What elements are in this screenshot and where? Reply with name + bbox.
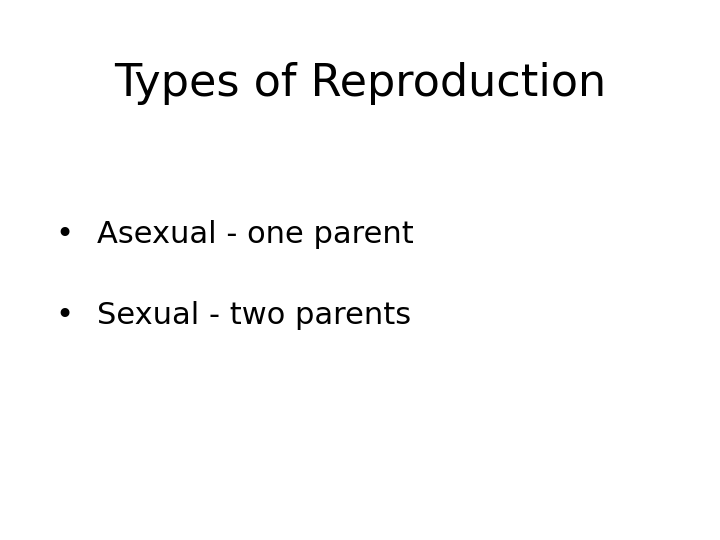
Text: •: • (55, 220, 74, 249)
Text: Sexual - two parents: Sexual - two parents (97, 301, 411, 330)
Text: Asexual - one parent: Asexual - one parent (97, 220, 414, 249)
Text: Types of Reproduction: Types of Reproduction (114, 62, 606, 105)
Text: •: • (55, 301, 74, 330)
